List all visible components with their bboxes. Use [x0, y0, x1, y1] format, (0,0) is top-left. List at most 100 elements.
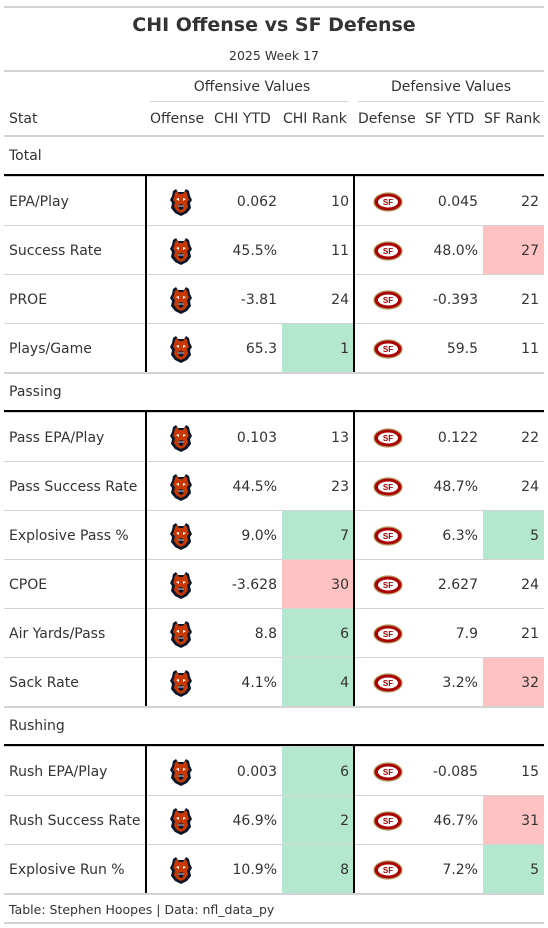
bears-logo-icon [166, 521, 196, 551]
bears-logo-icon [166, 236, 196, 266]
offense-logo-cell [146, 609, 216, 658]
defense-logo-cell: SF [354, 413, 421, 462]
defense-logo-cell: SF [354, 511, 421, 560]
sf-ytd-cell: 0.045 [437, 193, 478, 210]
group-header-rushing: Rushing [4, 707, 544, 747]
chi-ytd-cell: 45.5% [232, 242, 277, 259]
col-header-sf-ytd: SF YTD [425, 111, 475, 127]
defense-logo-cell: SF [354, 462, 421, 511]
stat-cell: Pass Success Rate [9, 478, 138, 495]
bears-logo-icon [166, 668, 196, 698]
svg-text:SF: SF [382, 679, 392, 688]
group-label: Rushing [9, 718, 65, 734]
defense-logo-cell: SF [354, 226, 421, 275]
table-row: Pass Success Rate 44.5% 23 SF 48.7% 24 [4, 462, 544, 511]
svg-text:SF: SF [382, 817, 392, 826]
chi-ytd-cell: -3.81 [240, 291, 277, 308]
sf-ytd-cell: -0.085 [432, 763, 478, 780]
offense-logo-cell [146, 796, 216, 845]
chi-rank-cell: 23 [331, 478, 349, 495]
niners-logo-icon: SF [372, 761, 403, 782]
table-row: Plays/Game 65.3 1 SF 59.5 11 [4, 324, 544, 373]
chi-rank-cell: 4 [282, 658, 354, 707]
sf-ytd-cell: 2.627 [437, 576, 478, 593]
bears-logo-icon [166, 472, 196, 502]
table-row: PROE -3.81 24 SF -0.393 21 [4, 275, 544, 324]
niners-logo-icon: SF [372, 191, 403, 212]
table-row: Explosive Run % 10.9% 8 SF 7.2% 5 [4, 845, 544, 894]
chi-rank-cell: 30 [282, 560, 354, 609]
svg-text:SF: SF [382, 581, 392, 590]
offense-logo-cell [146, 560, 216, 609]
top-rule [4, 6, 544, 8]
stat-cell: PROE [9, 291, 48, 308]
chi-rank-cell: 24 [331, 291, 349, 308]
svg-text:SF: SF [382, 483, 392, 492]
sf-rank-cell: 21 [521, 625, 539, 642]
sf-ytd-cell: 7.2% [442, 861, 478, 878]
offense-logo-cell [146, 658, 216, 707]
niners-logo-icon: SF [372, 623, 403, 644]
bears-logo-icon [166, 423, 196, 453]
niners-logo-icon: SF [372, 427, 403, 448]
row-divider [4, 795, 544, 796]
sf-rank-cell: 24 [521, 478, 539, 495]
offense-logo-cell [146, 226, 216, 275]
svg-text:SF: SF [382, 630, 392, 639]
row-divider [4, 657, 544, 658]
defense-left-border [353, 411, 355, 707]
stat-cell: Success Rate [9, 242, 102, 259]
chi-ytd-cell: 46.9% [232, 812, 277, 829]
stat-cell: Pass EPA/Play [9, 429, 105, 446]
offense-logo-cell [146, 324, 216, 373]
chi-rank-cell: 7 [282, 511, 354, 560]
stat-cell: Sack Rate [9, 674, 79, 691]
niners-logo-icon: SF [372, 574, 403, 595]
col-header-sf-rank: SF Rank [484, 111, 541, 127]
sf-ytd-cell: -0.393 [432, 291, 478, 308]
defense-logo-cell: SF [354, 658, 421, 707]
spanner-offensive-values: Offensive Values [193, 79, 311, 95]
table-title: CHI Offense vs SF Defense [132, 14, 416, 36]
table-row: Explosive Pass % 9.0% 7 SF 6.3% 5 [4, 511, 544, 560]
bears-logo-icon [166, 570, 196, 600]
chi-rank-cell: 13 [331, 429, 349, 446]
group-bottom-border [4, 706, 544, 708]
sf-ytd-cell: 0.122 [437, 429, 478, 446]
bears-logo-icon [166, 806, 196, 836]
table-row: Sack Rate 4.1% 4 SF 3.2% 32 [4, 658, 544, 707]
svg-text:SF: SF [382, 434, 392, 443]
row-divider [4, 608, 544, 609]
row-divider [4, 225, 544, 226]
sf-rank-cell: 32 [483, 658, 544, 707]
defense-logo-cell: SF [354, 275, 421, 324]
header-rule [4, 70, 544, 72]
chi-ytd-cell: 8.8 [254, 625, 277, 642]
offense-logo-cell [146, 177, 216, 226]
col-header-defense: Defense [358, 111, 416, 127]
sf-ytd-cell: 7.9 [455, 625, 478, 642]
offense-left-border [145, 175, 147, 373]
defense-logo-cell: SF [354, 609, 421, 658]
sf-rank-cell: 27 [483, 226, 544, 275]
chi-ytd-cell: 0.062 [236, 193, 277, 210]
sf-ytd-cell: 6.3% [442, 527, 478, 544]
table-row: Success Rate 45.5% 11 SF 48.0% 27 [4, 226, 544, 275]
niners-logo-icon: SF [372, 672, 403, 693]
sf-rank-cell: 21 [521, 291, 539, 308]
table-row: Air Yards/Pass 8.8 6 SF 7.9 21 [4, 609, 544, 658]
sf-rank-cell: 11 [521, 340, 539, 357]
sf-rank-cell: 22 [521, 429, 539, 446]
col-header-offense: Offense [150, 111, 205, 127]
sf-ytd-cell: 48.7% [433, 478, 478, 495]
stat-cell: EPA/Play [9, 193, 69, 210]
chi-rank-cell: 8 [282, 845, 354, 894]
group-label: Total [9, 148, 42, 164]
defense-logo-cell: SF [354, 845, 421, 894]
offense-left-border [145, 411, 147, 707]
offense-logo-cell [146, 413, 216, 462]
sf-rank-cell: 24 [521, 576, 539, 593]
chi-rank-cell: 2 [282, 796, 354, 845]
offense-left-border [145, 745, 147, 894]
svg-text:SF: SF [382, 345, 392, 354]
